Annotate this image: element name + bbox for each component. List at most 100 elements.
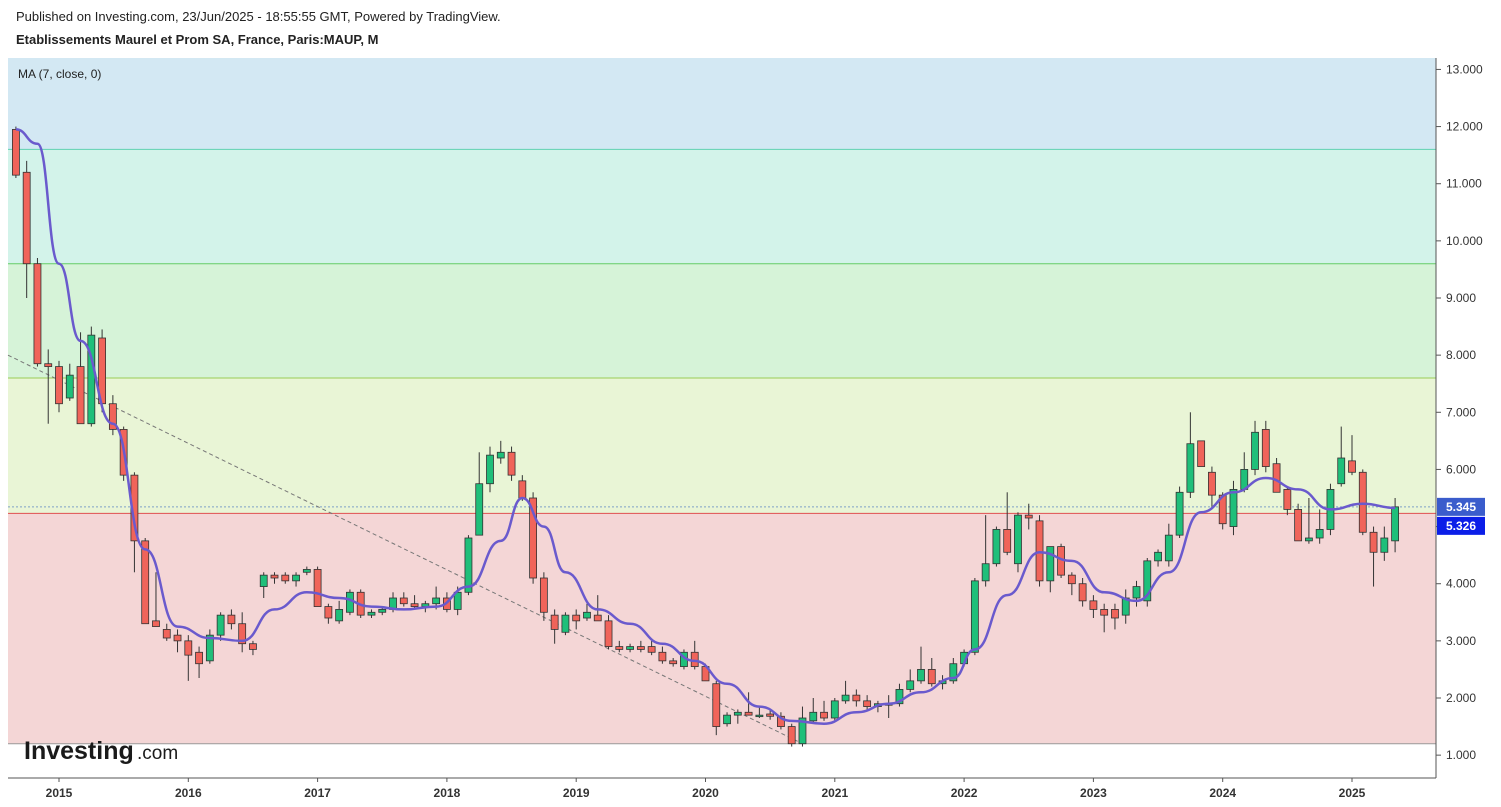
candle-body: [539, 577, 548, 613]
candle-body: [346, 591, 354, 613]
x-tick-label: 2018: [434, 786, 461, 800]
y-tick-label: 13.000: [1446, 62, 1483, 76]
candle: [313, 566, 322, 607]
candle: [669, 658, 678, 667]
y-tick-label: 11.000: [1446, 177, 1482, 191]
candle: [152, 572, 160, 627]
candle-body: [658, 651, 667, 662]
publish-info: Published on Investing.com, 23/Jun/2025 …: [16, 9, 501, 24]
candle-body: [830, 700, 839, 719]
instrument-title: Etablissements Maurel et Prom SA, France…: [16, 32, 379, 47]
candle-body: [1229, 489, 1238, 527]
price-tag-label: 5.326: [1446, 519, 1476, 533]
candle-body: [1315, 529, 1324, 539]
candle: [1283, 486, 1292, 516]
x-tick-label: 2022: [951, 786, 978, 800]
candle-body: [1067, 574, 1076, 585]
candle: [1337, 426, 1346, 487]
candle: [496, 440, 505, 464]
candle-body: [184, 640, 193, 656]
candle: [1100, 603, 1109, 633]
candle-body: [108, 403, 117, 430]
candle-body: [302, 569, 311, 573]
candle-body: [1251, 431, 1259, 470]
candle-body: [399, 597, 408, 605]
candle: [539, 572, 548, 621]
candle: [367, 609, 376, 618]
candle: [141, 538, 150, 625]
indicator-label[interactable]: MA (7, close, 0): [18, 67, 101, 81]
candle: [162, 623, 171, 641]
candle-body: [1078, 583, 1087, 602]
candle: [399, 592, 408, 607]
axes: [8, 58, 1437, 779]
candle: [1067, 572, 1076, 596]
price-tag-label: 5.345: [1446, 500, 1476, 514]
candle: [830, 698, 839, 721]
candle: [184, 635, 193, 681]
candle-body: [841, 694, 850, 702]
candle-body: [561, 614, 570, 633]
candle-body: [507, 451, 516, 476]
candle: [1154, 549, 1162, 567]
candle: [1208, 466, 1216, 510]
candle: [1186, 412, 1195, 498]
candle-body: [777, 715, 785, 727]
candle-body: [76, 366, 85, 425]
y-tick-label: 12.000: [1446, 120, 1483, 134]
candle-body: [1305, 537, 1313, 542]
candle-body: [766, 713, 775, 717]
candle: [561, 612, 570, 636]
candle-body: [1380, 537, 1389, 553]
candle: [44, 349, 53, 424]
candle-body: [464, 537, 473, 593]
candle: [55, 360, 63, 413]
candle: [281, 572, 290, 584]
candle-body: [205, 634, 214, 662]
candle: [1024, 503, 1033, 530]
y-axis-ticks: 1.0002.0003.0004.0005.0006.0007.0008.000…: [1436, 62, 1483, 762]
y-tick-label: 3.000: [1446, 634, 1476, 648]
candle-body: [981, 563, 990, 582]
candle: [820, 700, 828, 721]
candle: [11, 126, 20, 178]
zone-blue: [8, 58, 1436, 150]
candle: [205, 629, 214, 664]
candle-body: [733, 711, 742, 716]
y-tick-label: 4.000: [1446, 577, 1476, 591]
background-zones: [8, 58, 1436, 744]
candle-body: [259, 574, 268, 587]
candle: [302, 566, 311, 576]
candle-body: [744, 711, 753, 716]
candle: [1197, 440, 1206, 467]
candle: [249, 640, 257, 656]
candle: [1369, 526, 1378, 587]
candle: [108, 395, 117, 436]
candle: [238, 612, 247, 653]
candle-body: [292, 574, 300, 582]
zone-mint: [8, 149, 1436, 264]
candle: [949, 658, 958, 684]
candle-body: [604, 620, 613, 647]
candle-body: [949, 663, 958, 682]
candle-body: [141, 540, 150, 625]
logo-text: Investing: [24, 737, 134, 765]
candle-body: [152, 620, 160, 627]
candle: [906, 669, 915, 693]
candle: [227, 609, 236, 630]
trendline[interactable]: [7, 354, 803, 745]
candle: [841, 680, 850, 704]
price-tags: 5.345 5.326: [1437, 497, 1485, 535]
candle-body: [572, 614, 581, 622]
candle: [550, 609, 559, 644]
candle: [22, 160, 31, 298]
candle-body: [723, 714, 731, 725]
candle-body: [917, 669, 925, 682]
x-tick-label: 2020: [692, 786, 719, 800]
candle: [1305, 498, 1313, 544]
x-tick-label: 2019: [563, 786, 590, 800]
candle-body: [1100, 609, 1109, 616]
candle-body: [313, 569, 322, 607]
candle: [486, 446, 494, 493]
